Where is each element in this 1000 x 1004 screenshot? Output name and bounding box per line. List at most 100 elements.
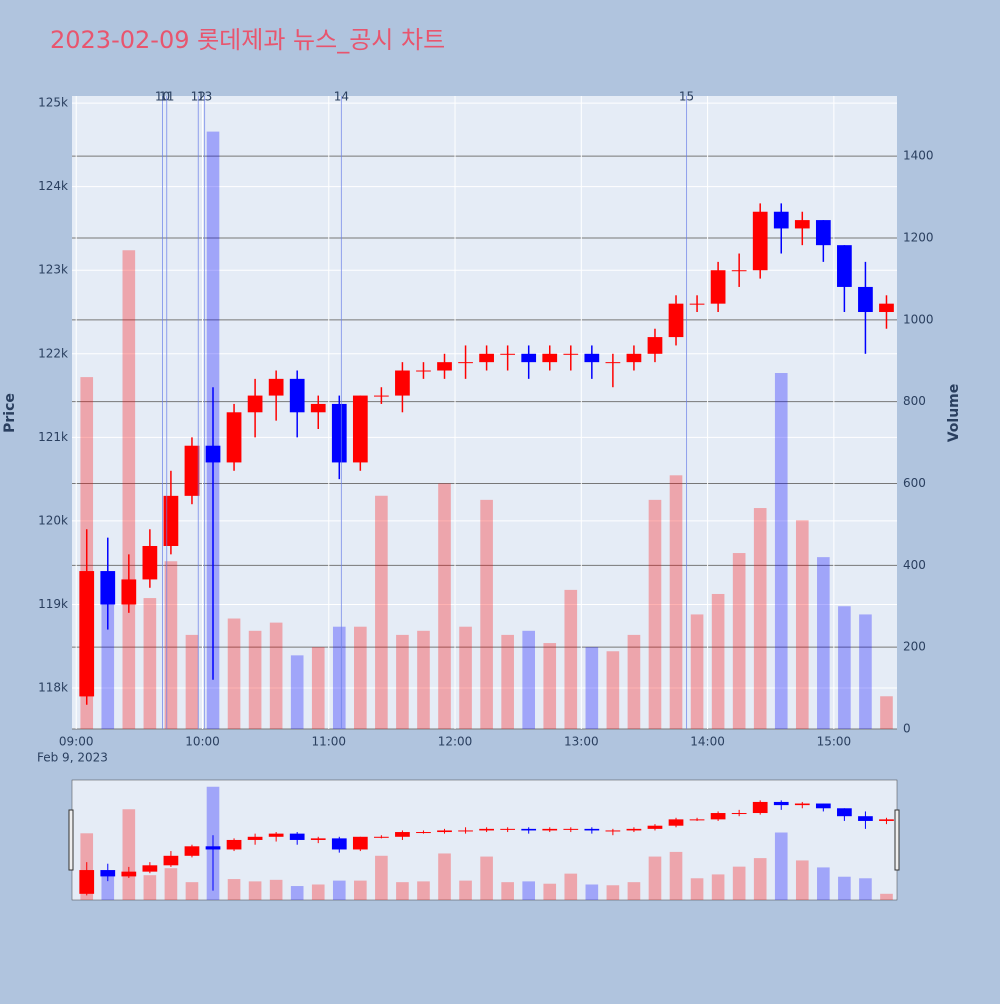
candle-body (773, 211, 789, 229)
range-slider[interactable] (71, 779, 898, 901)
mini-volume-bar (332, 880, 346, 900)
mini-candle-body (395, 832, 410, 837)
volume-bar (417, 630, 430, 729)
mini-volume-bar (143, 875, 157, 900)
y2-tick-label: 800 (903, 394, 926, 408)
mini-volume-bar (417, 881, 430, 900)
mini-volume-bar (585, 884, 599, 900)
volume-bar (332, 626, 346, 729)
candle-body (79, 571, 95, 697)
news-label: 15 (679, 90, 694, 104)
candle-body (437, 362, 452, 371)
mini-candle-body (142, 865, 158, 872)
volume-bar (459, 626, 472, 729)
candle-body (142, 545, 158, 580)
volume-bar (248, 630, 262, 729)
candle-body (563, 353, 579, 355)
mini-candle-body (689, 819, 705, 821)
candle-body (121, 579, 137, 605)
volume-bar (585, 647, 599, 729)
candle-body (310, 403, 326, 413)
mini-volume-bar (606, 885, 620, 900)
mini-candle-body (858, 816, 873, 821)
candle-body (163, 495, 179, 546)
volume-bar (774, 373, 788, 729)
mini-volume-bar (248, 881, 262, 900)
mini-candle-body (879, 819, 894, 821)
volume-bar (143, 598, 157, 729)
plot-area (72, 96, 897, 729)
mini-volume-bar (164, 868, 178, 900)
mini-candle-body (731, 813, 747, 815)
mini-candle-body (184, 846, 200, 856)
candle-body (731, 270, 747, 272)
range-handle[interactable] (894, 809, 900, 871)
news-label: 13 (197, 90, 212, 104)
mini-candle-body (647, 825, 663, 829)
volume-bar (606, 651, 620, 729)
x-tick-label: 11:00 (311, 735, 346, 749)
mini-candle-body (331, 838, 347, 850)
candle-body (710, 270, 726, 304)
volume-bar (817, 557, 830, 729)
mini-candle-body (605, 830, 621, 832)
mini-volume-bar (648, 856, 662, 900)
y2-tick-label: 600 (903, 476, 926, 490)
mini-candle-body (310, 838, 326, 840)
candle-body (668, 303, 684, 338)
mini-candle-body (563, 828, 579, 830)
candle-body (226, 412, 242, 463)
mini-candle-body (416, 832, 431, 834)
volume-bar (880, 696, 893, 729)
x-tick-label: 10:00 (185, 735, 220, 749)
candle-body (858, 286, 873, 313)
y2-tick-label: 400 (903, 558, 926, 572)
y2-tick-label: 0 (903, 722, 911, 736)
mini-volume-bar (753, 858, 767, 900)
candle-body (100, 571, 116, 605)
mini-candle-body (815, 803, 831, 809)
volume-bar (227, 618, 241, 729)
mini-candle-body (205, 846, 221, 850)
candle-body (500, 353, 516, 355)
x-tick-label: 09:00 (59, 735, 94, 749)
candle-body (331, 403, 347, 463)
candle-body (879, 303, 894, 313)
mini-volume-bar (669, 851, 683, 900)
candle-body (837, 245, 852, 287)
y2-axis-title: Volume (946, 384, 962, 443)
candle-body (479, 353, 494, 363)
candle-body (815, 220, 831, 246)
mini-volume-bar (290, 886, 304, 900)
mini-volume-bar (438, 853, 451, 900)
mini-candle-body (668, 819, 684, 826)
mini-volume-bar (880, 893, 893, 900)
mini-volume-bar (795, 860, 809, 900)
volume-bar (543, 643, 557, 729)
volume-bar (522, 630, 536, 729)
mini-candle-body (226, 839, 242, 850)
candle-body (268, 378, 284, 396)
mini-candle-body (773, 801, 789, 806)
volume-bar (354, 626, 367, 729)
mini-candle-body (374, 836, 389, 838)
mini-volume-bar (375, 855, 388, 900)
y-tick-label: 125k (38, 96, 68, 110)
mini-volume-bar (311, 884, 325, 900)
mini-candle-body (710, 813, 726, 820)
volume-bar (269, 622, 283, 729)
mini-volume-bar (859, 878, 872, 900)
mini-volume-bar (564, 873, 578, 900)
candle-body (542, 353, 558, 363)
mini-candle-body (100, 870, 116, 877)
y-tick-label: 119k (38, 597, 68, 611)
volume-bar (753, 508, 767, 729)
range-handle[interactable] (68, 809, 74, 871)
y-tick-label: 123k (38, 263, 68, 277)
y2-tick-label: 200 (903, 640, 926, 654)
mini-volume-bar (269, 879, 283, 900)
mini-candle-body (437, 830, 452, 833)
candle-body (247, 395, 263, 413)
volume-bar (859, 614, 872, 729)
